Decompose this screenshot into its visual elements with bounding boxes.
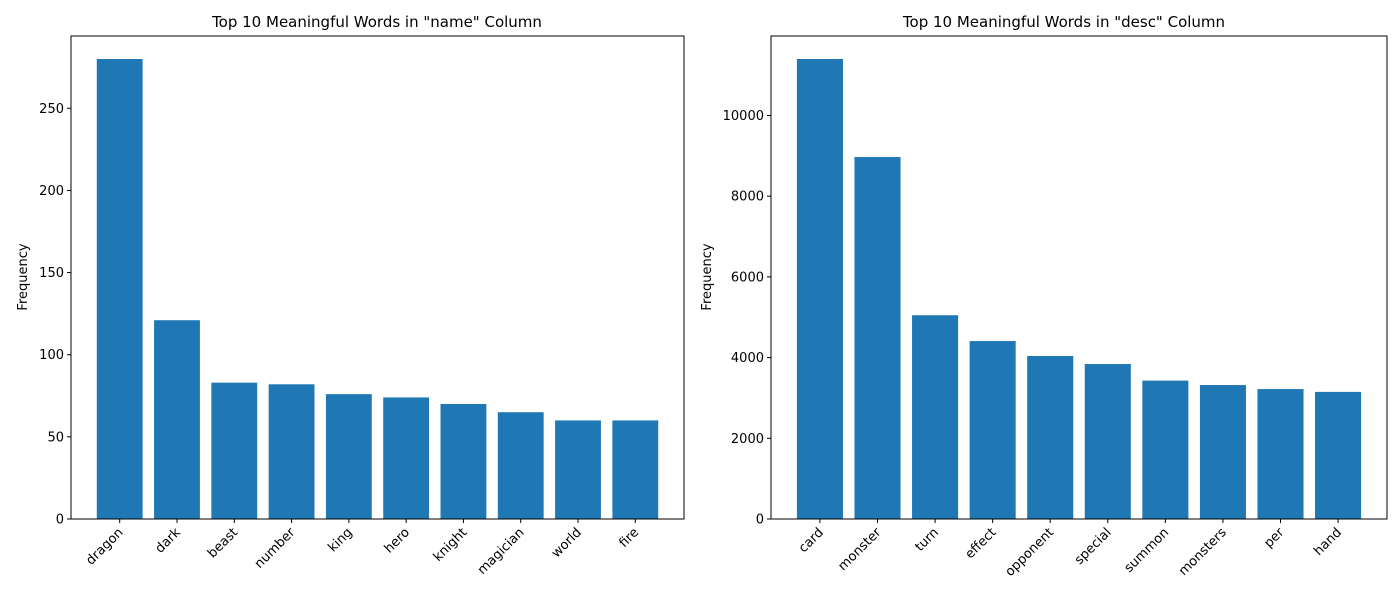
y-tick-label: 200	[39, 184, 64, 199]
bar-effect	[969, 341, 1016, 519]
x-tick-label: effect	[963, 525, 1000, 562]
x-tick-label: monsters	[1176, 525, 1230, 579]
bar-hand	[1315, 391, 1362, 519]
x-tick-label: turn	[912, 525, 941, 554]
x-tick-label: dragon	[83, 525, 126, 568]
x-tick-label: magician	[475, 525, 528, 578]
bar-dragon	[96, 59, 143, 519]
x-tick-label: summon	[1122, 525, 1173, 576]
y-tick-label: 2000	[731, 432, 764, 447]
plot-frame	[770, 35, 1388, 520]
chart-title: Top 10 Meaningful Words in "name" Column	[211, 13, 542, 31]
bar-turn	[912, 315, 959, 519]
bar-monster	[854, 157, 901, 520]
bar-monsters	[1199, 385, 1246, 519]
y-tick-label: 150	[39, 266, 64, 281]
bar-beast	[211, 382, 258, 519]
bars	[796, 59, 1362, 520]
y-tick-label: 0	[756, 513, 764, 528]
bar-fire	[612, 420, 659, 519]
x-tick-label: world	[549, 525, 585, 561]
bar-per	[1257, 389, 1304, 519]
bar-world	[555, 420, 601, 519]
x-tick-label: king	[326, 525, 356, 555]
bar-magician	[497, 412, 544, 519]
plot-frame	[70, 35, 685, 520]
x-tick-label: knight	[431, 525, 471, 565]
bar-number	[268, 384, 315, 519]
x-tick-label: hand	[1311, 525, 1345, 559]
y-tick-label: 10000	[723, 109, 764, 124]
bar-card	[796, 59, 843, 519]
bar-summon	[1142, 380, 1189, 519]
y-tick-label: 4000	[731, 351, 764, 366]
y-tick-label: 250	[39, 102, 64, 117]
y-ticks: 0 50 100 150 200 250	[39, 102, 71, 528]
x-tick-label: opponent	[1003, 525, 1057, 579]
x-tick-label: number	[252, 525, 299, 572]
x-tick-label: dark	[153, 525, 185, 557]
bar-knight	[440, 404, 487, 519]
x-tick-label: per	[1261, 525, 1287, 551]
bar-king	[325, 394, 372, 519]
chart-name-column: Top 10 Meaningful Words in "name" Column…	[16, 13, 685, 578]
x-tick-label: beast	[205, 525, 241, 561]
x-ticks: dragon dark beast number king hero knight magic…	[83, 519, 642, 578]
bar-special	[1084, 364, 1131, 519]
bars	[96, 59, 659, 519]
x-ticks: card monster turn effect opponent special summ…	[796, 519, 1345, 580]
y-tick-label: 8000	[731, 190, 764, 205]
y-tick-label: 50	[47, 430, 64, 445]
bar-opponent	[1027, 355, 1074, 519]
x-tick-label: card	[796, 525, 827, 556]
y-axis-label: Frequency	[700, 243, 715, 310]
y-tick-label: 0	[56, 513, 64, 528]
chart-title: Top 10 Meaningful Words in "desc" Column	[902, 13, 1225, 31]
bar-hero	[383, 397, 430, 519]
x-tick-label: monster	[835, 525, 884, 574]
y-ticks: 0 2000 4000 6000 8000 10000	[723, 109, 771, 528]
x-tick-label: hero	[382, 525, 413, 556]
y-tick-label: 6000	[731, 270, 764, 285]
y-tick-label: 100	[39, 348, 64, 363]
bar-dark	[154, 320, 200, 519]
x-tick-label: special	[1072, 525, 1115, 568]
x-tick-label: fire	[616, 525, 642, 551]
chart-desc-column: Top 10 Meaningful Words in "desc" Column…	[700, 13, 1388, 580]
y-axis-label: Frequency	[16, 243, 31, 310]
